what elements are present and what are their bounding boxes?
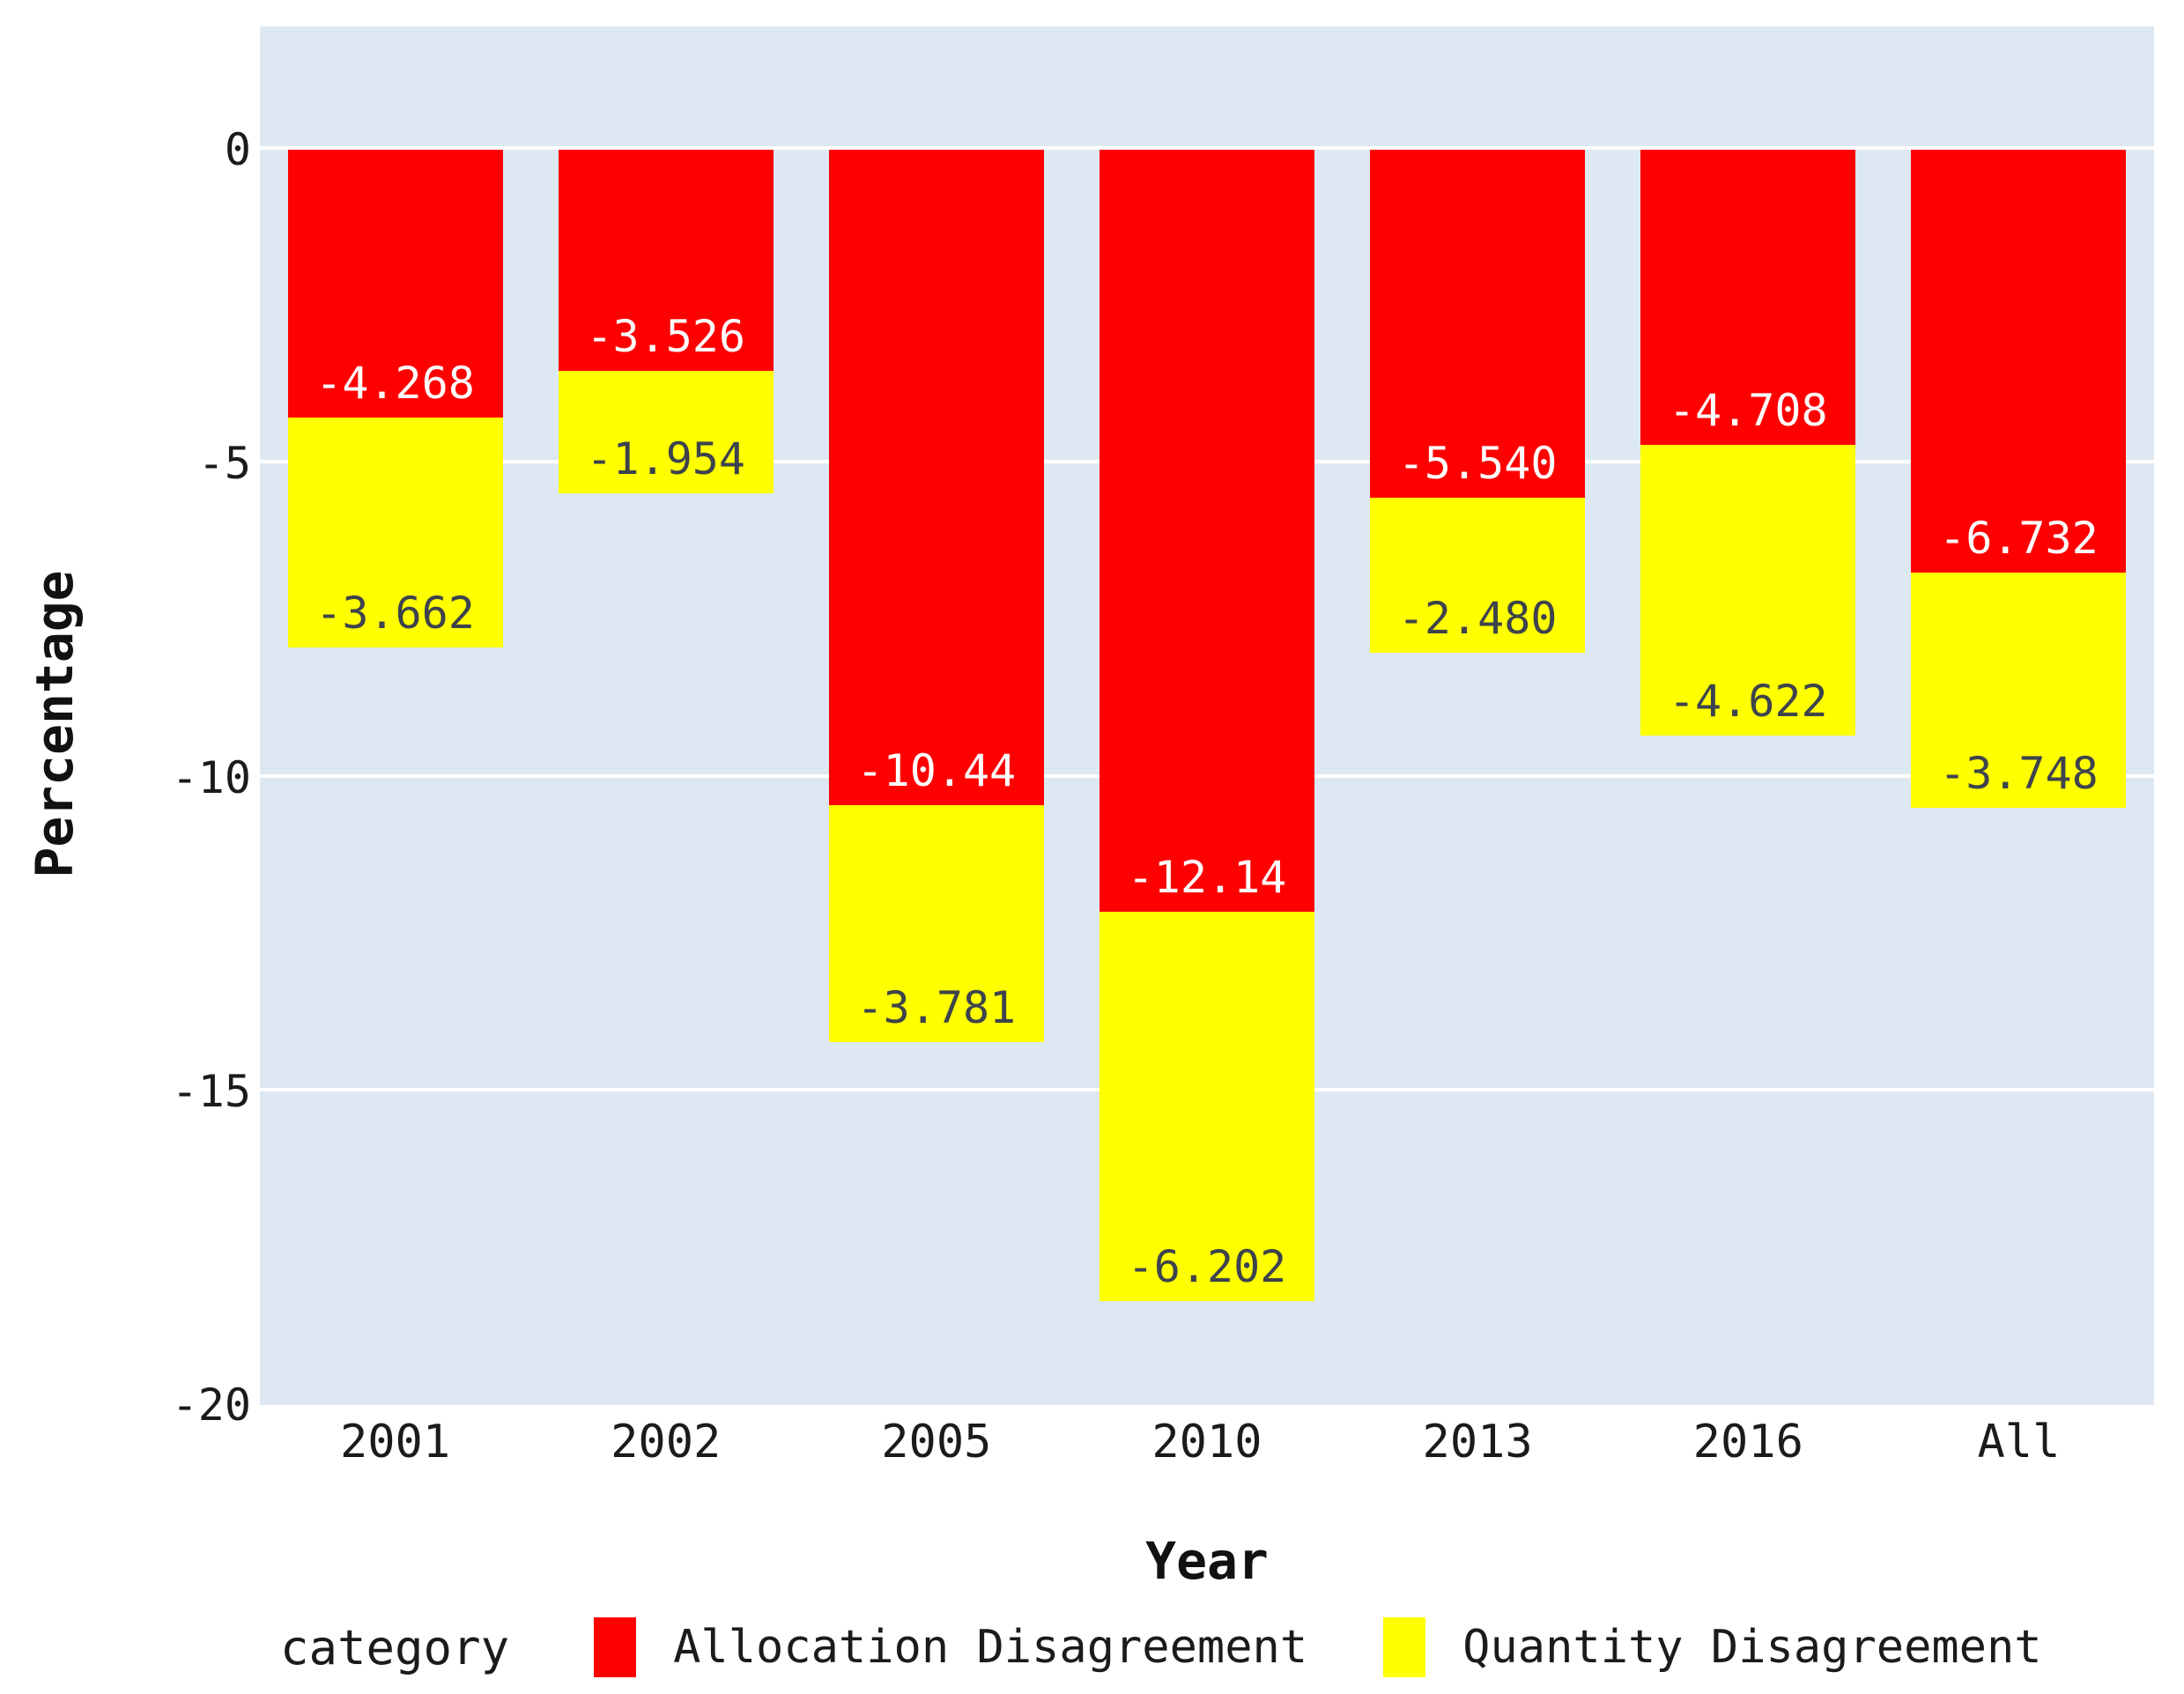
segment-quantity-disagreement: -3.662 — [287, 418, 503, 647]
legend-item-allocation-disagreement: Allocation Disagreement — [594, 1617, 1307, 1677]
segment-quantity-disagreement: -3.781 — [828, 804, 1044, 1043]
segment-allocation-disagreement: -12.14 — [1099, 150, 1314, 912]
bar-2016: -4.708 -4.622 — [1640, 150, 1856, 736]
bar-value-label: -3.748 — [1939, 747, 2099, 799]
bar-value-label: -6.732 — [1939, 512, 2099, 564]
x-tick-label-2001: 2001 — [339, 1416, 451, 1468]
x-axis-title: Year — [1145, 1531, 1269, 1591]
segment-allocation-disagreement: -6.732 — [1911, 150, 2127, 573]
segment-quantity-disagreement: -1.954 — [558, 371, 774, 494]
bar-2001: -4.268 -3.662 — [287, 150, 503, 647]
x-tick-label-2013: 2013 — [1422, 1416, 1533, 1468]
segment-allocation-disagreement: -4.708 — [1640, 150, 1856, 446]
bar-value-label: -4.708 — [1668, 385, 1828, 437]
bar-2005: -10.44 -3.781 — [828, 150, 1044, 1043]
bar-value-label: -5.540 — [1397, 437, 1558, 489]
legend-label-allocation-disagreement: Allocation Disagreement — [673, 1621, 1308, 1674]
bar-value-label: -3.662 — [315, 588, 475, 639]
bar-value-label: -6.202 — [1127, 1240, 1287, 1292]
x-tick-label-2005: 2005 — [881, 1416, 992, 1468]
segment-allocation-disagreement: -4.268 — [287, 150, 503, 418]
bar-value-label: -3.781 — [856, 982, 1017, 1034]
allocation-disagreement-swatch-icon — [594, 1617, 637, 1677]
segment-allocation-disagreement: -10.44 — [828, 150, 1044, 805]
gridline-y-0 — [260, 146, 2154, 150]
y-tick-label--5: -5 — [197, 438, 251, 490]
bar-All: -6.732 -3.748 — [1911, 150, 2127, 808]
x-tick-label-All: All — [1977, 1416, 2061, 1468]
quantity-disagreement-swatch-icon — [1383, 1617, 1426, 1677]
bar-value-label: -12.14 — [1127, 851, 1287, 903]
segment-quantity-disagreement: -2.480 — [1370, 497, 1586, 654]
bar-value-label: -4.268 — [315, 358, 475, 410]
legend-title: category — [280, 1619, 510, 1676]
segment-allocation-disagreement: -5.540 — [1370, 150, 1586, 498]
y-axis-title: Percentage — [25, 570, 85, 878]
bars-group: -4.268 -3.662 -3.526 -1.954 -10.44 -3.781 -12.… — [260, 150, 2154, 1405]
x-tick-label-2010: 2010 — [1151, 1416, 1262, 1468]
bar-value-label: -1.954 — [586, 433, 746, 485]
segment-quantity-disagreement: -4.622 — [1640, 445, 1856, 736]
bar-value-label: -4.622 — [1668, 675, 1828, 727]
bar-value-label: -3.526 — [586, 311, 746, 363]
x-tick-label-2002: 2002 — [611, 1416, 722, 1468]
segment-allocation-disagreement: -3.526 — [558, 150, 774, 372]
bar-2002: -3.526 -1.954 — [558, 150, 774, 494]
y-tick-label--10: -10 — [171, 751, 251, 803]
bar-value-label: -2.480 — [1397, 593, 1558, 645]
bar-value-label: -10.44 — [856, 744, 1017, 796]
legend-item-quantity-disagreement: Quantity Disagreement — [1383, 1617, 2042, 1677]
legend: category Allocation Disagreement Quantit… — [280, 1614, 2118, 1681]
y-tick-label--15: -15 — [171, 1065, 251, 1117]
y-tick-label-0: 0 — [224, 124, 251, 175]
y-tick-label--20: -20 — [171, 1380, 251, 1431]
bar-2013: -5.540 -2.480 — [1370, 150, 1586, 654]
x-tick-label-2016: 2016 — [1692, 1416, 1803, 1468]
segment-quantity-disagreement: -6.202 — [1099, 911, 1314, 1301]
segment-quantity-disagreement: -3.748 — [1911, 572, 2127, 808]
plot-area: -4.268 -3.662 -3.526 -1.954 -10.44 -3.781 -12.… — [260, 26, 2154, 1405]
legend-label-quantity-disagreement: Quantity Disagreement — [1462, 1621, 2042, 1674]
bar-2010: -12.14 -6.202 — [1099, 150, 1314, 1301]
